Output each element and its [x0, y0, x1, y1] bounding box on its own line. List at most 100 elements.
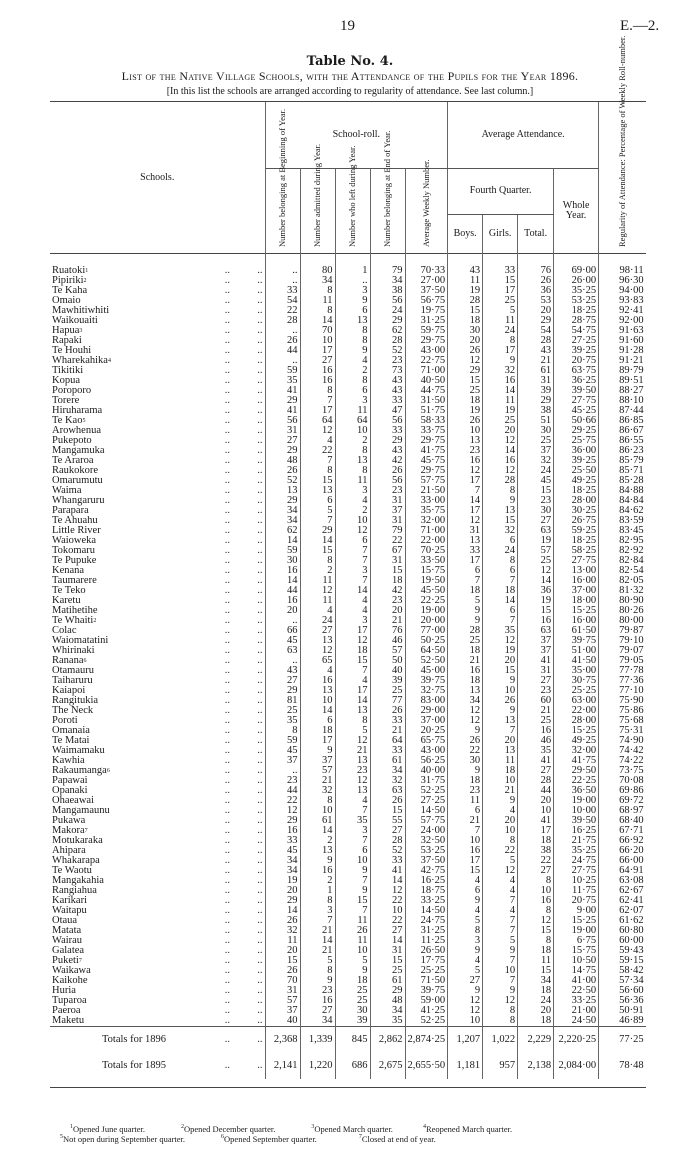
left-cell: 17	[334, 685, 370, 696]
begin-cell: 66	[264, 625, 300, 636]
school-name: Mawhitiwhiti	[50, 305, 198, 316]
school-name-text: Taumarere	[52, 575, 97, 586]
regularity-cell: 79·07	[598, 645, 646, 656]
leader-dots: ..	[257, 365, 263, 376]
leader-dots: ..	[257, 845, 263, 856]
leader-dots: ..	[257, 555, 263, 566]
regularity-cell: 75·68	[598, 715, 646, 726]
end-cell: 33	[369, 855, 405, 866]
leader-dots: ..	[257, 915, 263, 926]
table-row: Otaua.... 26 7 11 22 24·75 5 7 12 15·25 61·62	[50, 915, 646, 926]
end-cell: 52	[369, 345, 405, 356]
end-cell: 43	[369, 445, 405, 456]
left-cell: 8	[334, 325, 370, 336]
school-name-text: Makora	[52, 825, 85, 836]
school-name: Te Whaiti2	[50, 615, 198, 626]
table-row: Mawhitiwhiti.... 22 8 6 24 19·75 15 5 20 18·25 92·…	[50, 305, 646, 316]
begin-cell: 28	[264, 315, 300, 326]
regularity-cell: 85·28	[598, 475, 646, 486]
admitted-cell: 15	[299, 475, 335, 486]
left-cell: 12	[334, 525, 370, 536]
avg-weekly-cell: 45·75	[404, 455, 448, 466]
header-regularity: Regularity of Attendance: Percentage of …	[598, 35, 646, 254]
whole-year-cell: 59·25	[553, 525, 599, 536]
end-cell: 33	[369, 715, 405, 726]
school-name-text: Te Pupuke	[52, 555, 97, 566]
regularity-cell: 56·36	[598, 995, 646, 1006]
total-cell: 51	[517, 415, 554, 426]
school-name-text: Raukokore	[52, 465, 99, 476]
end-cell: 28	[369, 335, 405, 346]
girls-cell: 12	[482, 865, 518, 876]
leader-dots: ..	[224, 445, 230, 456]
admitted-cell: 10	[299, 805, 335, 816]
leader-dots: ..	[257, 615, 263, 626]
avg-weekly-cell: 39·75	[404, 985, 448, 996]
regularity-cell: 91·60	[598, 335, 646, 346]
admitted-cell: 7	[299, 395, 335, 406]
whole-year-cell: 19·00	[553, 925, 599, 936]
boys-cell: 15	[447, 375, 483, 386]
leader-dots: ..	[257, 785, 263, 796]
whole-year-cell: 61·50	[553, 625, 599, 636]
avg-weekly-cell: 70·33	[404, 253, 448, 276]
begin-cell: 81	[264, 695, 300, 706]
begin-cell: 14	[264, 535, 300, 546]
regularity-cell: 84·62	[598, 505, 646, 516]
leader-dots: ..	[257, 525, 263, 536]
school-name-text: Kaikohe	[52, 975, 88, 986]
left-cell: 4	[334, 495, 370, 506]
leader-dots: ..	[224, 575, 230, 586]
school-name: Makora7	[50, 825, 198, 836]
footnote-text: Reopened March quarter.	[425, 1124, 513, 1134]
left-cell: 3	[334, 485, 370, 496]
school-name-text: Pukawa	[52, 815, 86, 826]
avg-weekly-cell: 16·25	[404, 875, 448, 886]
avg-weekly-cell: 37·50	[404, 855, 448, 866]
leader-dots: ..	[257, 485, 263, 496]
end-cell: 43	[369, 385, 405, 396]
leader-dots: ..	[224, 955, 230, 966]
avg-weekly-cell: 39·75	[404, 675, 448, 686]
total-cell: 45	[517, 475, 554, 486]
boys-cell: 21	[447, 655, 483, 666]
total-cell: 46	[517, 735, 554, 746]
school-name: Rangitukia	[50, 695, 198, 706]
girls-cell: 11	[482, 395, 518, 406]
boys-cell: 21	[447, 815, 483, 826]
school-name-text: Te Teko	[52, 585, 86, 596]
avg-weekly-cell: 43·00	[404, 745, 448, 756]
header-average-attendance: Average Attendance.	[447, 101, 599, 169]
school-name-text: Mangamuka	[52, 445, 105, 456]
school-name-text: Huria	[52, 985, 76, 996]
avg-weekly-cell: 51·75	[404, 405, 448, 416]
girls-cell: 5	[482, 855, 518, 866]
whole-year-cell: 15·25	[553, 725, 599, 736]
school-name: Parapara	[50, 505, 198, 516]
avg-weekly-total: 2,655·50	[404, 1053, 448, 1079]
leader-dots: ..	[257, 715, 263, 726]
whole-year-cell: 30·75	[553, 675, 599, 686]
table-row: Ahipara.... 45 13 6 52 53·25 16 22 38 35·25 66·20	[50, 845, 646, 856]
end-cell: 56	[369, 295, 405, 306]
school-name-text: Hapua	[52, 325, 80, 336]
admitted-cell: 21	[299, 945, 335, 956]
table-row: Mangamaunu.... 12 10 7 15 14·50 6 4 10 10·00 68·97	[50, 805, 646, 816]
header-girls: Girls.	[482, 214, 518, 254]
admitted-cell: 65	[299, 655, 335, 666]
girls-cell: 4	[482, 885, 518, 896]
end-cell: 40	[369, 665, 405, 676]
totals-row: Totals for 1895.... 2,141 1,220 686 2,675 2,6…	[50, 1053, 646, 1079]
total-cell: 18	[517, 1015, 554, 1027]
regularity-cell: 79·05	[598, 655, 646, 666]
table-row: Te Araroa.... 48 7 13 42 45·75 16 16 32 39·25 85·7…	[50, 455, 646, 466]
admitted-cell: 27	[299, 355, 335, 366]
footnote-marker: 7	[78, 958, 82, 964]
regularity-cell: 60·80	[598, 925, 646, 936]
admitted-cell: 8	[299, 305, 335, 316]
table-row: The Neck.... 25 14 13 26 29·00 12 9 21 22·00 75·86	[50, 705, 646, 716]
total-cell: 22	[517, 855, 554, 866]
boys-cell: 30	[447, 325, 483, 336]
whole-year-cell: 37·00	[553, 585, 599, 596]
begin-cell: 44	[264, 585, 300, 596]
